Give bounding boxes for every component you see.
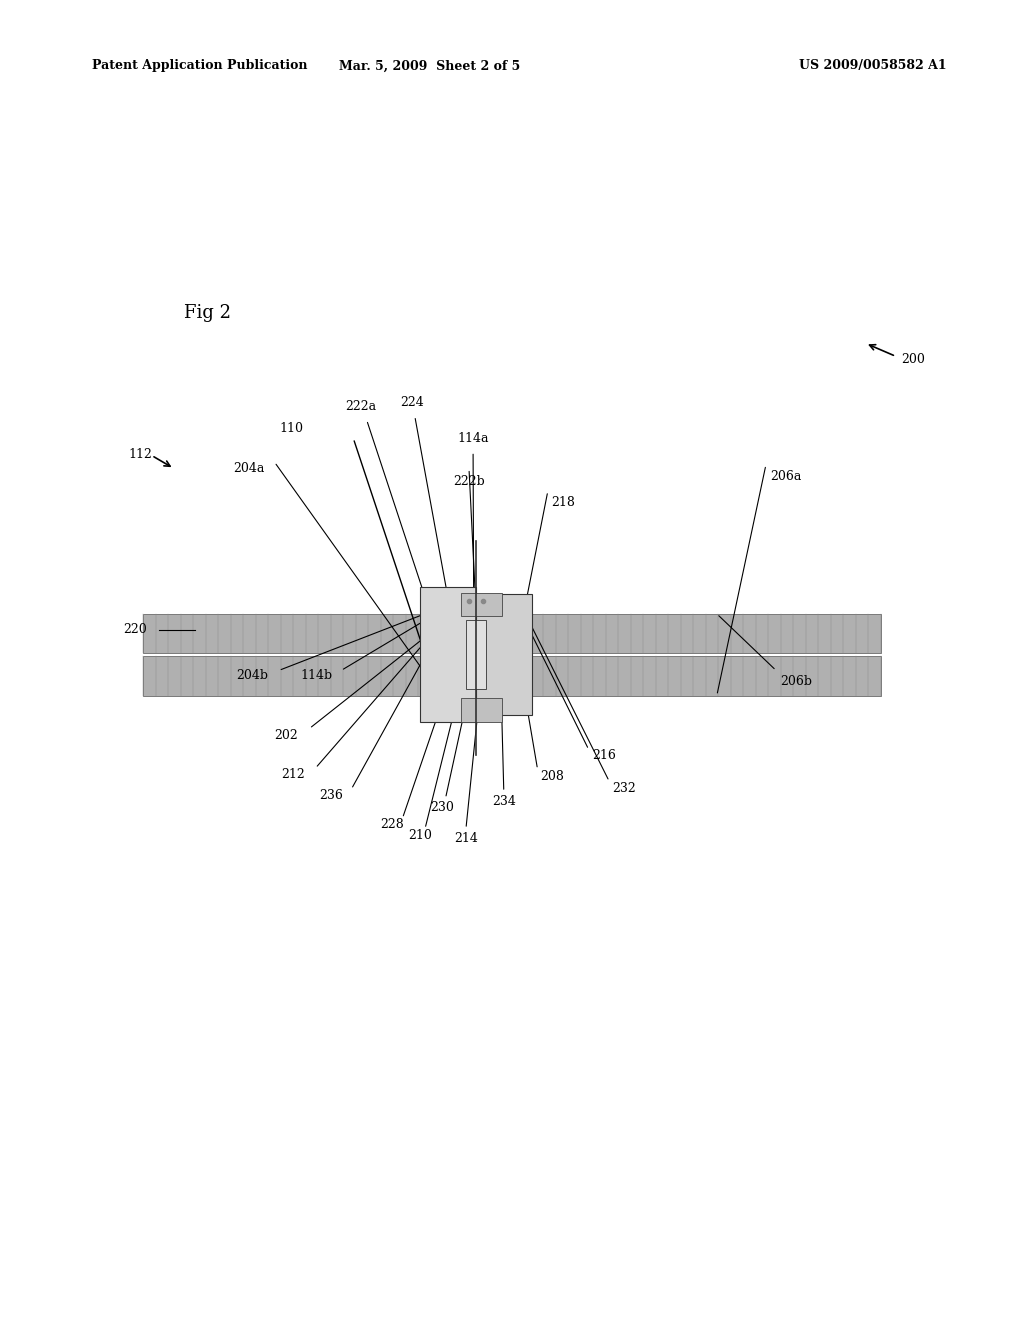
Text: 230: 230: [430, 801, 455, 814]
Text: 212: 212: [282, 768, 305, 781]
Text: 216: 216: [592, 748, 615, 762]
Text: 204a: 204a: [232, 462, 264, 475]
Text: US 2009/0058582 A1: US 2009/0058582 A1: [799, 59, 946, 73]
Text: 228: 228: [380, 818, 404, 832]
Text: 202: 202: [274, 729, 298, 742]
Bar: [461, 593, 502, 616]
Text: 112: 112: [128, 447, 152, 461]
Text: 236: 236: [319, 789, 343, 803]
Bar: [476, 594, 532, 715]
Text: 208: 208: [541, 770, 564, 783]
Bar: [143, 614, 881, 653]
Text: 222b: 222b: [453, 475, 485, 488]
Text: 210: 210: [408, 829, 432, 842]
Text: 206a: 206a: [770, 470, 802, 483]
Text: 110: 110: [280, 422, 304, 436]
Text: 234: 234: [492, 795, 516, 808]
Text: 114b: 114b: [301, 669, 333, 682]
Text: 206b: 206b: [780, 675, 812, 688]
Bar: [143, 656, 881, 696]
Text: 218: 218: [551, 496, 574, 510]
Text: 220: 220: [123, 623, 146, 636]
Text: 204b: 204b: [237, 669, 268, 682]
Bar: [461, 698, 502, 722]
Bar: [420, 587, 476, 722]
Text: 214: 214: [454, 832, 478, 845]
Text: Fig 2: Fig 2: [184, 304, 231, 322]
Bar: [466, 620, 486, 689]
Text: 222a: 222a: [345, 400, 376, 413]
Text: 224: 224: [399, 396, 424, 409]
Text: 232: 232: [612, 781, 636, 795]
Text: 114a: 114a: [458, 432, 488, 445]
Text: Patent Application Publication: Patent Application Publication: [92, 59, 307, 73]
Text: 200: 200: [901, 352, 925, 366]
Text: Mar. 5, 2009  Sheet 2 of 5: Mar. 5, 2009 Sheet 2 of 5: [339, 59, 521, 73]
